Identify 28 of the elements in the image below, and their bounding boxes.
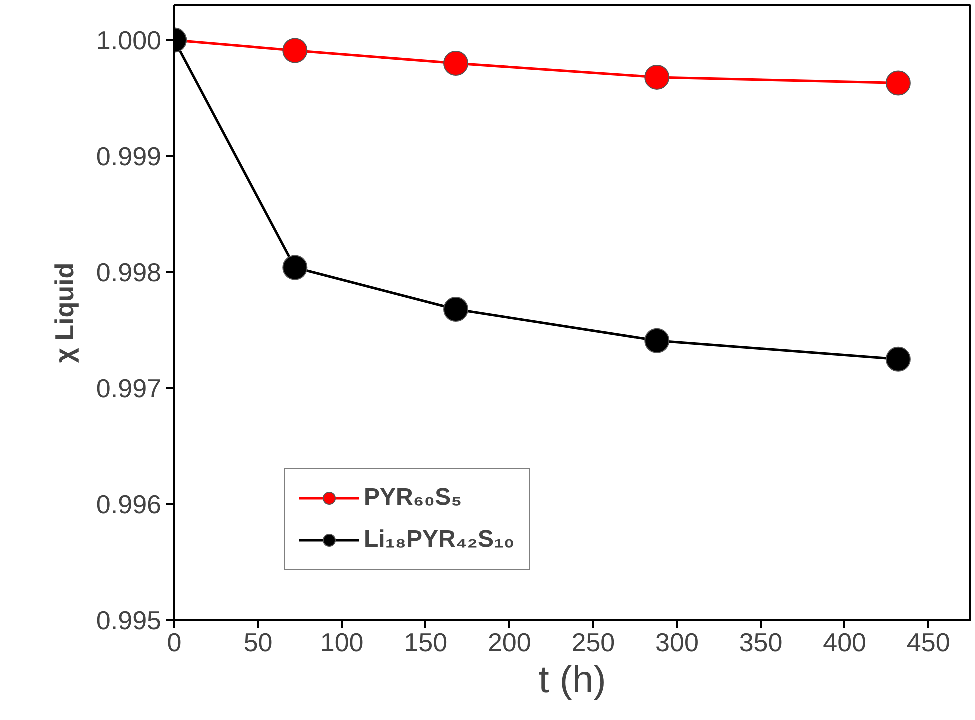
x-tick-label: 100 bbox=[320, 628, 364, 658]
x-tick-label: 200 bbox=[488, 628, 532, 658]
point bbox=[886, 70, 911, 96]
y-tick-label: 0.998 bbox=[96, 257, 162, 288]
point bbox=[886, 346, 911, 372]
y-tick-label: 1.000 bbox=[96, 25, 162, 56]
point bbox=[644, 328, 670, 354]
x-tick-label: 0 bbox=[167, 628, 182, 658]
point bbox=[282, 255, 308, 280]
x-tick-label: 300 bbox=[656, 628, 699, 658]
point bbox=[644, 64, 670, 90]
x-axis-title: t (h) bbox=[538, 660, 606, 702]
point bbox=[282, 38, 308, 64]
y-tick-label: 0.996 bbox=[96, 489, 162, 520]
y-tick-label: 0.997 bbox=[96, 373, 162, 404]
x-tick-label: 350 bbox=[739, 628, 783, 658]
x-tick-label: 150 bbox=[404, 628, 448, 658]
x-tick-label: 400 bbox=[823, 628, 867, 658]
y-tick-label: 0.995 bbox=[96, 606, 162, 636]
legend-label: PYR₆₀S₅ bbox=[364, 484, 462, 512]
x-tick-label: 250 bbox=[572, 628, 616, 658]
y-tick-label: 0.999 bbox=[96, 141, 162, 172]
x-tick-label: 50 bbox=[244, 628, 273, 658]
x-tick-label: 450 bbox=[906, 628, 950, 658]
y-axis-title: χ Liquid bbox=[49, 262, 80, 364]
point bbox=[444, 297, 469, 322]
legend-label: Li₁₈PYR₄₂S₁₀ bbox=[364, 526, 515, 554]
point bbox=[444, 51, 469, 76]
